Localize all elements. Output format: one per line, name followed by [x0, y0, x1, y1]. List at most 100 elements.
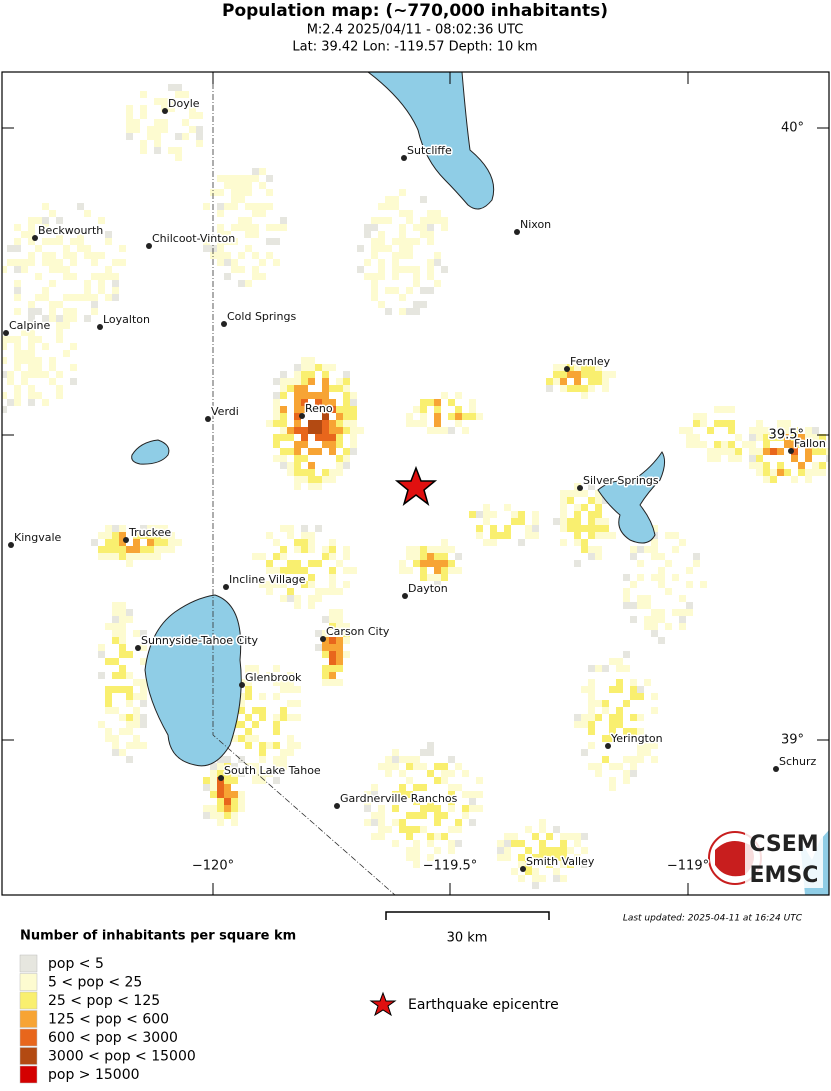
population-cell — [399, 231, 406, 238]
population-cell — [574, 714, 581, 721]
population-cell — [329, 672, 336, 679]
population-cell — [126, 686, 133, 693]
population-cell — [119, 728, 126, 735]
population-cell — [56, 329, 63, 336]
population-cell — [105, 231, 112, 238]
population-cell — [322, 553, 329, 560]
population-cell — [588, 714, 595, 721]
population-cell — [140, 546, 147, 553]
population-cell — [294, 385, 301, 392]
population-cell — [441, 560, 448, 567]
population-cell — [336, 427, 343, 434]
population-cell — [252, 707, 259, 714]
population-cell — [455, 392, 462, 399]
population-cell — [462, 805, 469, 812]
population-cell — [273, 553, 280, 560]
population-cell — [392, 266, 399, 273]
population-cell — [56, 301, 63, 308]
population-cell — [630, 763, 637, 770]
population-cell — [301, 441, 308, 448]
legend-swatch — [19, 991, 38, 1010]
population-cell — [791, 441, 798, 448]
population-cell — [413, 763, 420, 770]
population-cell — [469, 413, 476, 420]
population-cell — [308, 392, 315, 399]
population-cell — [224, 252, 231, 259]
population-cell — [21, 259, 28, 266]
population-cell — [413, 546, 420, 553]
population-cell — [168, 98, 175, 105]
population-cell — [357, 427, 364, 434]
population-cell — [637, 756, 644, 763]
population-cell — [434, 406, 441, 413]
population-cell — [700, 413, 707, 420]
population-cell — [322, 378, 329, 385]
population-cell — [105, 735, 112, 742]
population-cell — [427, 742, 434, 749]
population-cell — [252, 553, 259, 560]
population-cell — [693, 560, 700, 567]
population-cell — [119, 749, 126, 756]
population-cell — [7, 336, 14, 343]
population-cell — [273, 567, 280, 574]
population-cell — [574, 833, 581, 840]
population-cell — [371, 287, 378, 294]
population-cell — [287, 686, 294, 693]
population-cell — [315, 434, 322, 441]
population-cell — [609, 658, 616, 665]
population-cell — [371, 224, 378, 231]
population-cell — [266, 567, 273, 574]
population-cell — [420, 231, 427, 238]
population-cell — [651, 539, 658, 546]
population-cell — [343, 448, 350, 455]
population-cell — [238, 805, 245, 812]
population-cell — [392, 203, 399, 210]
population-cell — [175, 154, 182, 161]
lake-tahoe — [144, 594, 242, 767]
population-cell — [28, 329, 35, 336]
population-cell — [413, 840, 420, 847]
population-cell — [791, 448, 798, 455]
population-cell — [252, 175, 259, 182]
population-cell — [126, 728, 133, 735]
population-cell — [441, 224, 448, 231]
population-cell — [462, 791, 469, 798]
population-cell — [427, 749, 434, 756]
population-cell — [770, 434, 777, 441]
population-cell — [315, 644, 322, 651]
population-cell — [28, 224, 35, 231]
population-cell — [336, 651, 343, 658]
population-cell — [343, 630, 350, 637]
population-cell — [91, 539, 98, 546]
population-cell — [406, 266, 413, 273]
population-cell — [609, 686, 616, 693]
population-cell — [665, 560, 672, 567]
population-cell — [210, 252, 217, 259]
population-cell — [616, 658, 623, 665]
population-cell — [49, 259, 56, 266]
population-cell — [70, 252, 77, 259]
population-cell — [119, 525, 126, 532]
population-cell — [210, 791, 217, 798]
population-cell — [714, 441, 721, 448]
logo-text: EMSC — [750, 863, 819, 888]
population-cell — [287, 427, 294, 434]
population-cell — [161, 525, 168, 532]
population-cell — [812, 462, 819, 469]
population-cell — [371, 273, 378, 280]
population-cell — [77, 245, 84, 252]
population-cell — [588, 721, 595, 728]
population-cell — [735, 455, 742, 462]
population-cell — [602, 735, 609, 742]
population-cell — [385, 756, 392, 763]
population-cell — [588, 511, 595, 518]
population-cell — [217, 791, 224, 798]
population-cell — [238, 798, 245, 805]
population-cell — [294, 567, 301, 574]
population-cell — [168, 105, 175, 112]
population-cell — [343, 378, 350, 385]
population-cell — [287, 532, 294, 539]
population-cell — [294, 406, 301, 413]
population-cell — [567, 861, 574, 868]
population-cell — [280, 581, 287, 588]
